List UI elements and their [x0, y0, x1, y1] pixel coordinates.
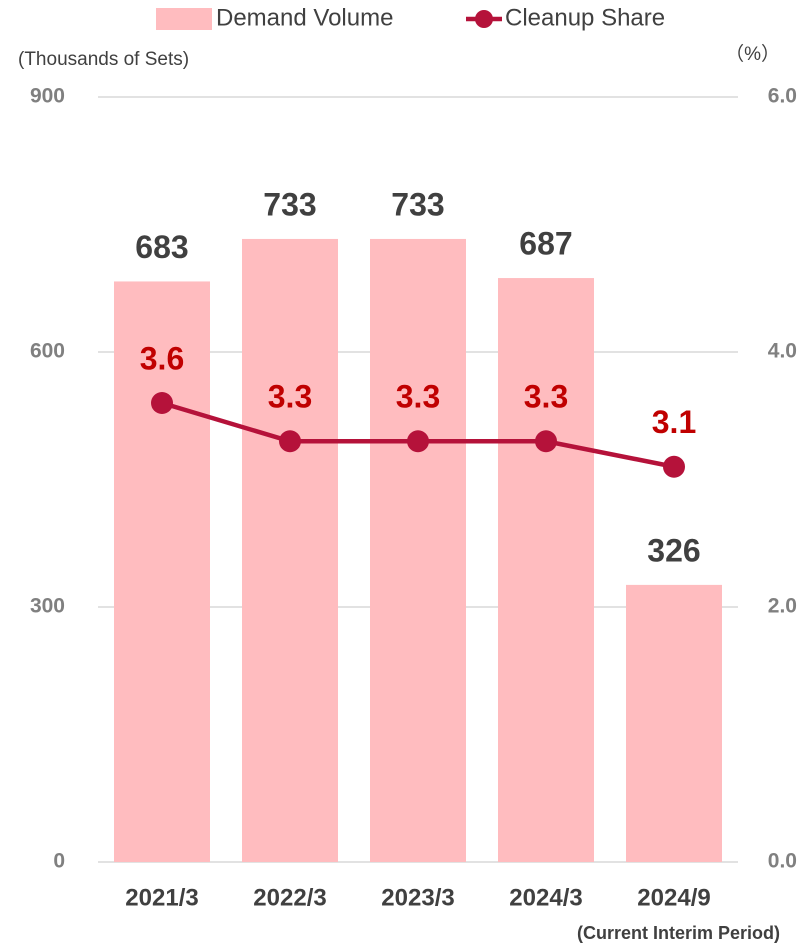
y-tick-label: 300	[30, 595, 65, 618]
y2-axis-title: （%）	[725, 43, 780, 65]
y2-tick-label: 2.0	[768, 595, 797, 618]
y2-tick-label: 0.0	[768, 850, 797, 873]
y-tick-label: 0	[53, 850, 65, 873]
x-tick-label: 2022/3	[253, 884, 326, 911]
x-tick-label: 2024/3	[509, 884, 582, 911]
x-tick-label: 2024/9	[637, 884, 710, 911]
line-value-label: 3.3	[524, 379, 568, 415]
y-tick-label: 900	[30, 85, 65, 108]
line-value-label: 3.1	[652, 404, 696, 440]
bar	[242, 238, 338, 862]
legend-label: Demand Volume	[216, 4, 393, 31]
line-marker	[663, 455, 685, 478]
line-value-label: 3.3	[396, 379, 440, 415]
legend-swatch	[156, 8, 212, 30]
bar	[370, 238, 466, 862]
bar-value-label: 687	[519, 226, 572, 262]
bar	[626, 584, 722, 862]
bar-value-label: 733	[263, 186, 316, 222]
line-marker	[151, 392, 173, 414]
line-marker	[535, 430, 557, 453]
y-tick-label: 600	[30, 340, 65, 363]
bar	[498, 278, 594, 862]
legend-swatch-marker	[475, 10, 493, 28]
line-marker	[407, 430, 429, 453]
x-tick-label: 2023/3	[381, 884, 454, 911]
bar-value-label: 326	[647, 532, 700, 568]
bar-value-label: 733	[391, 186, 444, 222]
legend-label: Cleanup Share	[505, 4, 665, 31]
line-value-label: 3.3	[268, 379, 312, 415]
y2-tick-label: 4.0	[768, 340, 797, 363]
y2-tick-label: 6.0	[768, 85, 797, 108]
bar	[114, 281, 210, 862]
line-marker	[279, 430, 301, 453]
x-tick-label: 2021/3	[125, 884, 198, 911]
bar-value-label: 683	[135, 229, 188, 265]
y-axis-title: (Thousands of Sets)	[18, 49, 189, 70]
x-note: (Current Interim Period)	[577, 923, 780, 943]
line-value-label: 3.6	[140, 340, 184, 376]
